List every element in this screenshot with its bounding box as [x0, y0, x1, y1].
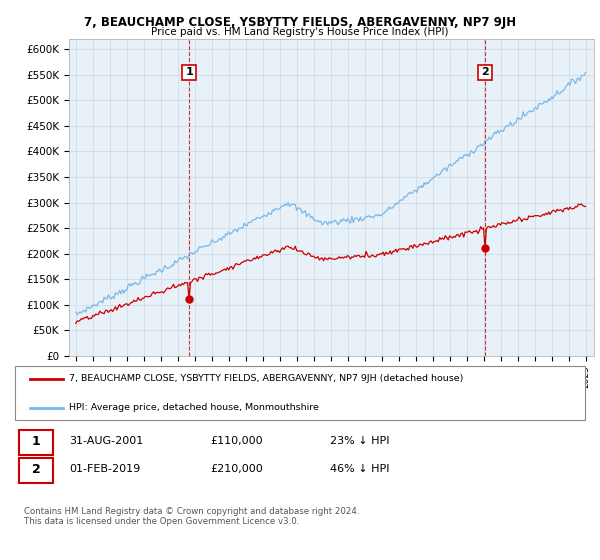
Text: 46% ↓ HPI: 46% ↓ HPI [330, 464, 389, 474]
Text: 1: 1 [32, 435, 40, 448]
Text: 2: 2 [481, 67, 489, 77]
Text: £110,000: £110,000 [210, 436, 263, 446]
Text: 7, BEAUCHAMP CLOSE, YSBYTTY FIELDS, ABERGAVENNY, NP7 9JH (detached house): 7, BEAUCHAMP CLOSE, YSBYTTY FIELDS, ABER… [69, 374, 463, 383]
Text: 2: 2 [32, 463, 40, 476]
Text: HPI: Average price, detached house, Monmouthshire: HPI: Average price, detached house, Monm… [69, 403, 319, 412]
Text: £210,000: £210,000 [210, 464, 263, 474]
Text: Price paid vs. HM Land Registry's House Price Index (HPI): Price paid vs. HM Land Registry's House … [151, 27, 449, 37]
Text: 01-FEB-2019: 01-FEB-2019 [69, 464, 140, 474]
Text: Contains HM Land Registry data © Crown copyright and database right 2024.
This d: Contains HM Land Registry data © Crown c… [24, 507, 359, 526]
Text: 31-AUG-2001: 31-AUG-2001 [69, 436, 143, 446]
Text: 1: 1 [185, 67, 193, 77]
Text: 23% ↓ HPI: 23% ↓ HPI [330, 436, 389, 446]
Text: 7, BEAUCHAMP CLOSE, YSBYTTY FIELDS, ABERGAVENNY, NP7 9JH: 7, BEAUCHAMP CLOSE, YSBYTTY FIELDS, ABER… [84, 16, 516, 29]
